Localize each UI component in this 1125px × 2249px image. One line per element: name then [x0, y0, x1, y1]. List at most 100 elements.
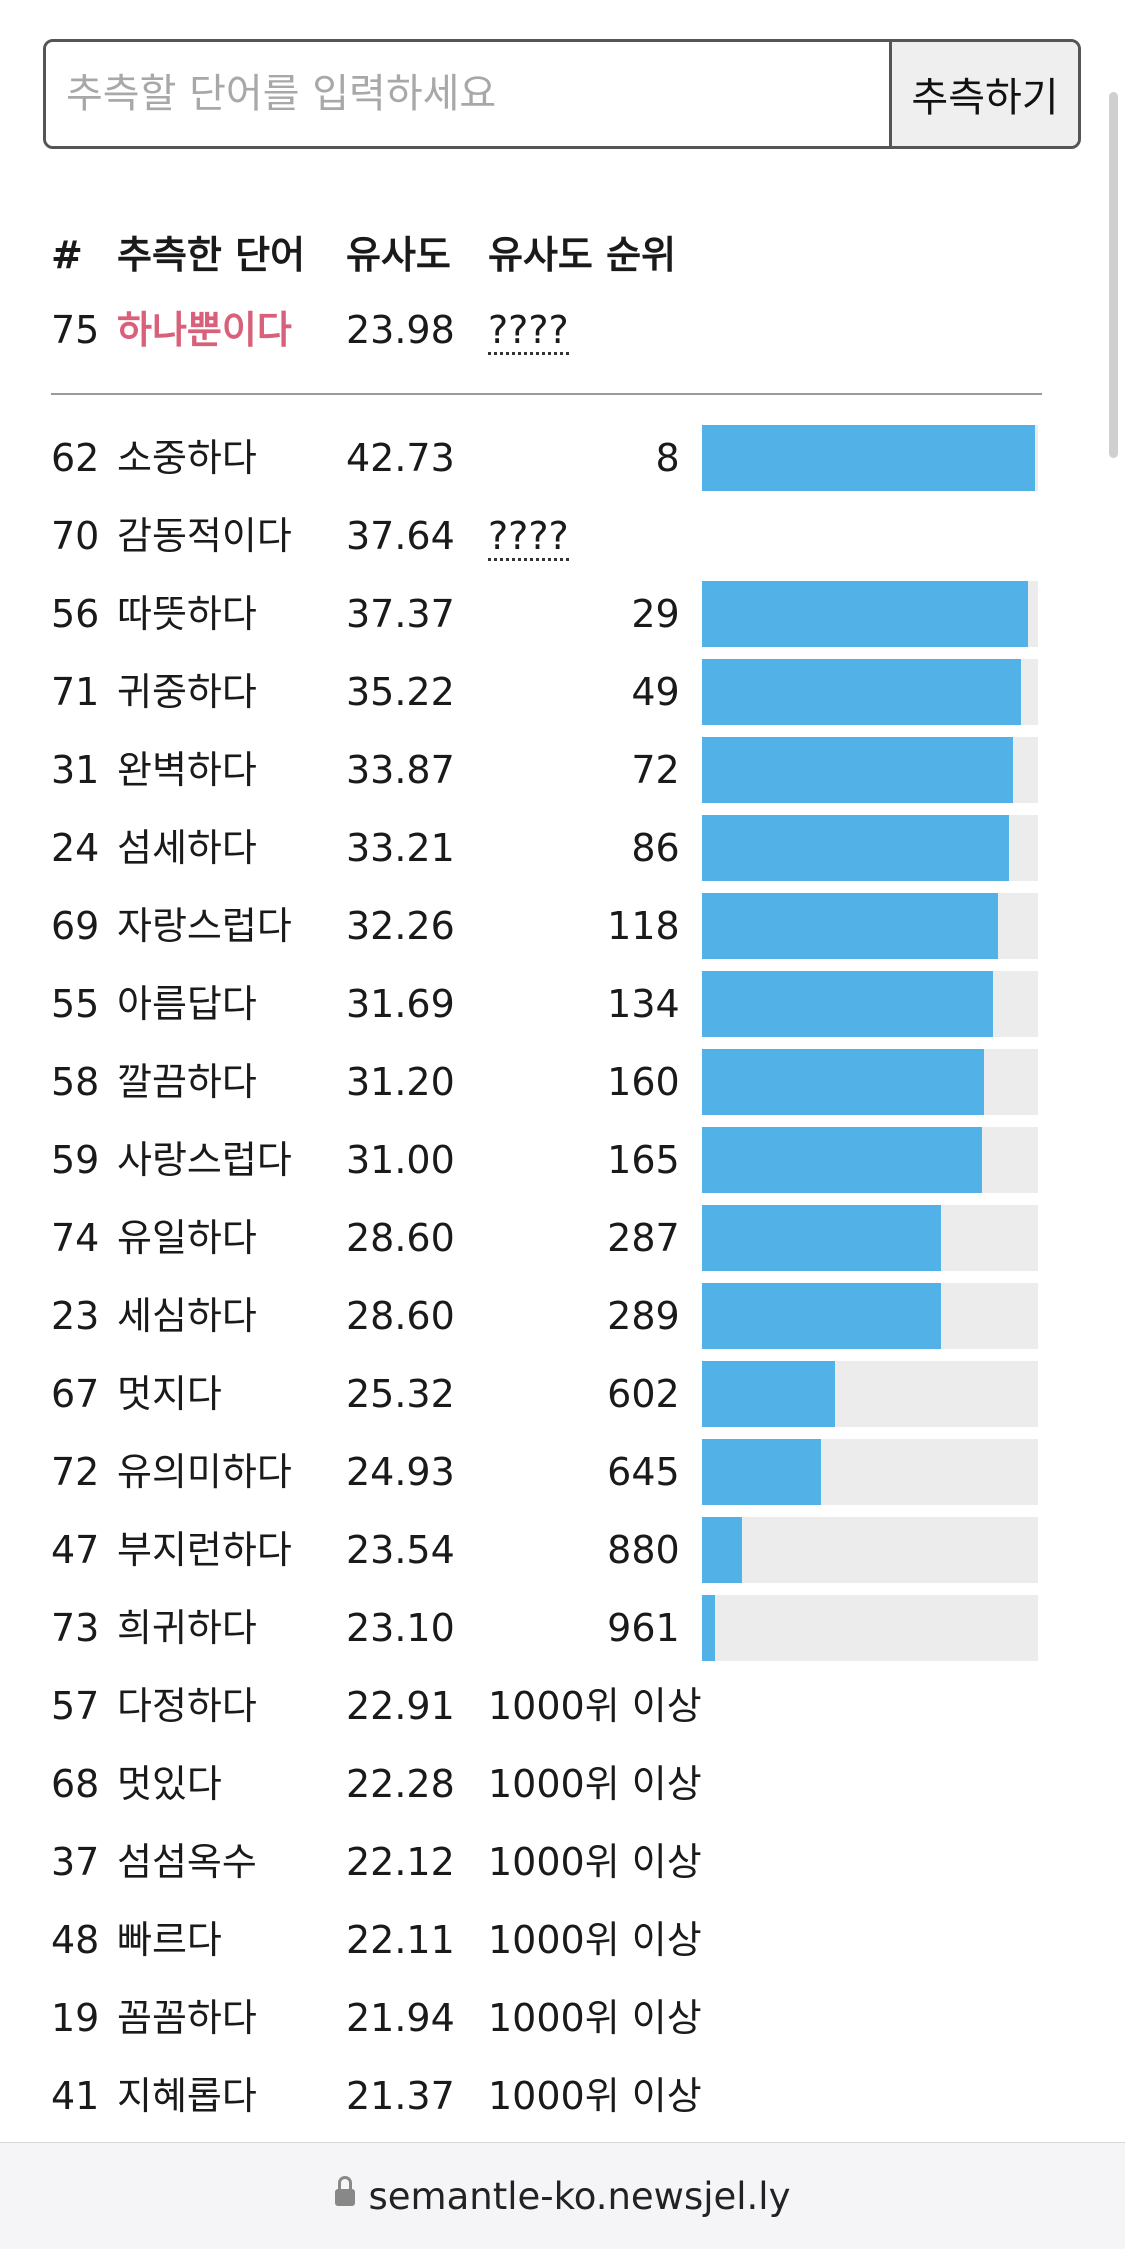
guess-num: 47: [51, 1528, 100, 1572]
table-row: 68 멋있다 22.28 1000위 이상: [51, 1745, 1042, 1823]
table-row: 23 세심하다 28.60 289: [51, 1277, 1042, 1355]
proximity-bar-cell: [702, 497, 1042, 575]
guess-similarity: 28.60: [346, 1216, 455, 1260]
proximity-bar-fill: [701, 815, 1009, 881]
guess-num: 56: [51, 592, 100, 636]
guess-rank[interactable]: ????: [488, 515, 569, 561]
guess-num: 48: [51, 1918, 100, 1962]
guess-num: 67: [51, 1372, 100, 1416]
proximity-bar-cell: [701, 1043, 1042, 1121]
proximity-bar: [701, 1283, 1038, 1349]
table-row: 73 희귀하다 23.10 961: [51, 1589, 1042, 1667]
proximity-bar-cell: [701, 575, 1042, 653]
guess-rank: 118: [607, 904, 680, 948]
guess-word: 부지런하다: [117, 1528, 292, 1572]
guess-num: 41: [51, 2074, 100, 2118]
divider: [51, 393, 1042, 395]
guess-rank: 880: [607, 1528, 680, 1572]
guess-word: 깔끔하다: [117, 1060, 257, 1104]
guess-similarity: 35.22: [346, 670, 455, 714]
proximity-bar-cell: [701, 1355, 1042, 1433]
guess-rank: 1000위 이상: [488, 1684, 702, 1728]
guess-rank: 8: [655, 436, 680, 480]
guess-similarity: 25.32: [346, 1372, 455, 1416]
guess-num: 74: [51, 1216, 100, 1260]
guess-word: 완벽하다: [117, 748, 257, 792]
guess-word: 멋있다: [117, 1762, 222, 1806]
guess-word: 지혜롭다: [117, 2074, 257, 2118]
guess-word: 따뜻하다: [117, 592, 257, 636]
guess-similarity: 28.60: [346, 1294, 455, 1338]
guess-rank: 1000위 이상: [488, 2074, 702, 2118]
guess-word: 희귀하다: [117, 1606, 257, 1650]
guess-num: 73: [51, 1606, 100, 1650]
guess-num: 58: [51, 1060, 100, 1104]
latest-guess-bar-cell: [702, 291, 1042, 369]
latest-guess-rank-cell: ????: [488, 291, 702, 369]
guess-word: 멋지다: [117, 1372, 222, 1416]
proximity-bar-cell: [702, 1823, 1042, 1901]
proximity-bar-fill: [701, 1595, 715, 1661]
proximity-bar-cell: [702, 1979, 1042, 2057]
proximity-bar: [701, 1049, 1038, 1115]
guess-similarity: 21.94: [346, 1996, 455, 2040]
proximity-bar-cell: [701, 1199, 1042, 1277]
latest-guess-word: 하나뿐이다: [117, 308, 292, 352]
guess-rank: 1000위 이상: [488, 1996, 702, 2040]
proximity-bar-cell: [701, 731, 1042, 809]
guess-similarity: 22.11: [346, 1918, 455, 1962]
proximity-bar-cell: [701, 419, 1042, 497]
table-row: 24 섬세하다 33.21 86: [51, 809, 1042, 887]
guess-similarity: 22.91: [346, 1684, 455, 1728]
proximity-bar-cell: [701, 1121, 1042, 1199]
guess-num: 70: [51, 514, 100, 558]
table-row: 47 부지런하다 23.54 880: [51, 1511, 1042, 1589]
table-row: 55 아름답다 31.69 134: [51, 965, 1042, 1043]
latest-guess-rank[interactable]: ????: [488, 309, 569, 355]
guess-word: 유의미하다: [117, 1450, 292, 1494]
latest-guess-similarity: 23.98: [346, 308, 455, 352]
proximity-bar-fill: [701, 1127, 983, 1193]
browser-url-bar[interactable]: semantle-ko.newsjel.ly: [0, 2142, 1125, 2249]
guess-similarity: 31.00: [346, 1138, 455, 1182]
guess-num: 69: [51, 904, 100, 948]
guess-similarity: 33.21: [346, 826, 455, 870]
guess-rank: 645: [607, 1450, 680, 1494]
guess-word: 귀중하다: [117, 670, 257, 714]
lock-icon: [334, 2176, 355, 2212]
latest-guess-num: 75: [51, 308, 100, 352]
guess-similarity: 32.26: [346, 904, 455, 948]
guess-similarity: 23.54: [346, 1528, 455, 1572]
proximity-bar-fill: [701, 1361, 836, 1427]
table-row: 48 빠르다 22.11 1000위 이상: [51, 1901, 1042, 1979]
guess-similarity: 33.87: [346, 748, 455, 792]
proximity-bar-cell: [702, 2057, 1042, 2135]
guess-num: 71: [51, 670, 100, 714]
proximity-bar-fill: [701, 971, 993, 1037]
page-scrollbar[interactable]: [1109, 92, 1118, 458]
proximity-bar-fill: [701, 1205, 942, 1271]
proximity-bar-cell: [701, 965, 1042, 1043]
guess-num: 62: [51, 436, 100, 480]
guess-similarity: 42.73: [346, 436, 455, 480]
latest-guess-row: 75 하나뿐이다 23.98 ????: [51, 291, 1042, 369]
proximity-bar: [701, 1517, 1038, 1583]
guess-rank: 289: [607, 1294, 680, 1338]
table-row: 58 깔끔하다 31.20 160: [51, 1043, 1042, 1121]
guess-num: 59: [51, 1138, 100, 1182]
guess-input[interactable]: [46, 42, 889, 146]
guess-num: 24: [51, 826, 100, 870]
header-word: 추측한 단어: [117, 233, 306, 277]
header-rank: 유사도 순위: [488, 233, 677, 277]
guess-num: 37: [51, 1840, 100, 1884]
guess-word: 빠르다: [117, 1918, 222, 1962]
proximity-bar-fill: [701, 581, 1028, 647]
guess-submit-button[interactable]: 추측하기: [889, 42, 1078, 146]
table-row: 74 유일하다 28.60 287: [51, 1199, 1042, 1277]
guess-similarity: 31.69: [346, 982, 455, 1026]
table-row: 19 꼼꼼하다 21.94 1000위 이상: [51, 1979, 1042, 2057]
guess-word: 소중하다: [117, 436, 257, 480]
proximity-bar: [701, 659, 1038, 725]
guess-word: 아름답다: [117, 982, 257, 1026]
guess-word: 세심하다: [117, 1294, 257, 1338]
